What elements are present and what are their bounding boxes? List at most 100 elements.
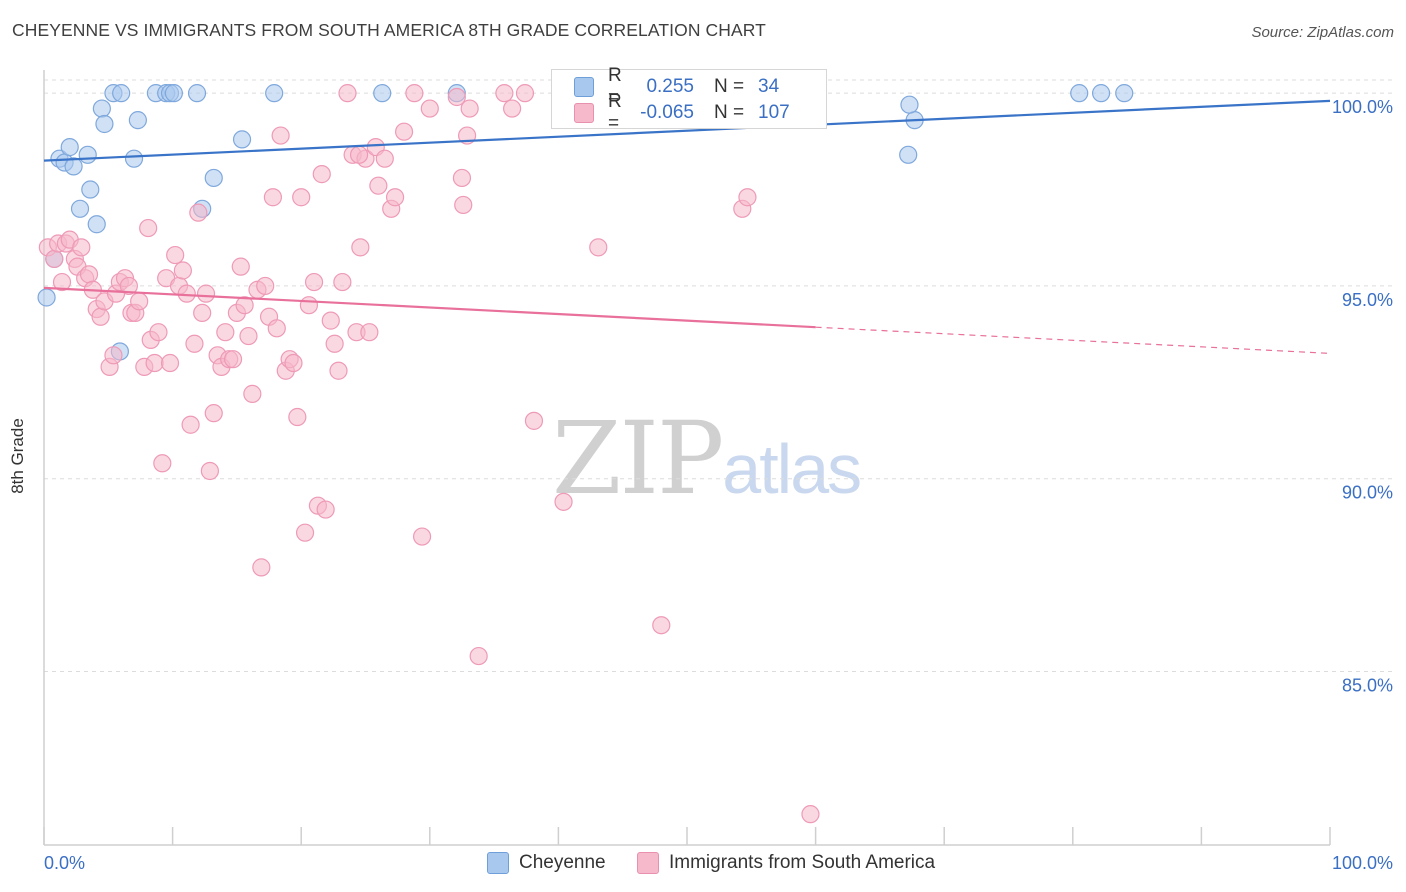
immigrants-point: [193, 303, 212, 323]
watermark-zip: ZIP: [552, 400, 724, 517]
immigrants-point: [288, 407, 307, 427]
cheyenne-point: [373, 84, 392, 103]
r-label: R =: [608, 65, 622, 108]
immigrants-point: [801, 805, 820, 824]
immigrants-point: [524, 411, 544, 430]
immigrants-point: [104, 346, 123, 365]
cheyenne-point: [64, 157, 83, 176]
cheyenne-point: [204, 168, 223, 188]
n-label: N =: [714, 102, 745, 123]
immigrants-point: [72, 238, 91, 257]
n-value: 107: [758, 102, 790, 123]
legend-label-cheyenne: Cheyenne: [519, 852, 606, 873]
immigrants-point: [271, 126, 290, 145]
immigrants-point: [185, 334, 204, 353]
cheyenne-point: [70, 199, 90, 218]
immigrants-point: [351, 238, 370, 257]
cheyenne-point: [232, 130, 252, 149]
cheyenne-point: [124, 149, 144, 168]
immigrants-point: [160, 353, 180, 373]
immigrants-point: [145, 353, 164, 373]
immigrants-point: [375, 149, 394, 168]
immigrants-point: [405, 84, 424, 103]
n-label: N =: [714, 76, 745, 97]
immigrants-point: [321, 311, 340, 330]
immigrants-point: [738, 188, 757, 207]
immigrants-point: [45, 249, 64, 269]
immigrants-point: [149, 323, 168, 342]
r-value: 0.255: [646, 76, 694, 97]
trend-line-dashed-1: [815, 326, 1331, 354]
cheyenne-point: [87, 215, 106, 234]
immigrants-point: [292, 188, 311, 207]
immigrants-point: [200, 461, 219, 481]
source-label: Source: ZipAtlas.com: [1251, 24, 1394, 41]
immigrants-swatch: [574, 103, 594, 123]
cheyenne-point: [128, 111, 147, 130]
immigrants-point: [252, 558, 271, 577]
immigrants-point: [503, 99, 522, 118]
immigrants-point: [267, 319, 286, 338]
y-tick-label: 85.0%: [1342, 675, 1393, 695]
immigrants-point: [173, 261, 192, 280]
stats-legend: R = 0.255 N = 34 R = -0.065 N = 107: [551, 65, 827, 134]
y-tick-label: 90.0%: [1342, 483, 1393, 503]
immigrants-point: [204, 404, 223, 423]
cheyenne-legend-swatch: [487, 852, 509, 874]
immigrants-point: [299, 296, 319, 315]
chart-title: CHEYENNE VS IMMIGRANTS FROM SOUTH AMERIC…: [12, 20, 766, 40]
immigrants-point: [239, 326, 258, 346]
cheyenne-point: [1070, 84, 1089, 103]
cheyenne-point: [899, 145, 918, 164]
immigrants-point: [189, 203, 208, 222]
immigrants-point: [243, 384, 262, 403]
cheyenne-point: [78, 145, 97, 164]
immigrants-point: [515, 84, 535, 103]
immigrants-point: [312, 165, 331, 184]
immigrants-legend-swatch: [637, 852, 659, 874]
immigrants-point: [91, 307, 110, 326]
immigrants-point: [452, 168, 472, 188]
immigrants-point: [338, 84, 357, 103]
cheyenne-point: [60, 138, 79, 157]
legend-item-immigrants[interactable]: Immigrants from South America: [637, 852, 935, 874]
cheyenne-point: [1115, 84, 1134, 103]
immigrants-point: [295, 523, 315, 542]
immigrants-point: [652, 616, 671, 635]
immigrants-point: [454, 195, 473, 215]
immigrants-point: [216, 323, 235, 342]
immigrants-point: [196, 284, 216, 303]
immigrants-point: [469, 646, 488, 666]
immigrants-point: [177, 284, 196, 303]
r-value: -0.065: [640, 102, 694, 123]
immigrants-point: [325, 334, 344, 353]
immigrants-point: [394, 122, 414, 141]
immigrants-point: [333, 272, 352, 292]
immigrants-point: [369, 176, 388, 195]
immigrants-point: [329, 361, 348, 380]
immigrants-point: [231, 257, 250, 276]
cheyenne-point: [92, 99, 111, 118]
y-axis-title: 8th Grade: [8, 418, 27, 494]
immigrants-point: [139, 218, 158, 238]
immigrants-point: [223, 350, 243, 369]
immigrants-point: [420, 99, 439, 118]
r-label: R =: [608, 91, 622, 134]
trend-line-1: [43, 286, 816, 329]
immigrants-point: [263, 188, 283, 207]
cheyenne-point: [265, 84, 284, 103]
x-tick-label: 100.0%: [1332, 853, 1393, 873]
series-legend: Cheyenne Immigrants from South America: [0, 852, 1406, 878]
cheyenne-point: [164, 84, 183, 103]
immigrants-point: [589, 238, 608, 257]
immigrants-point: [360, 323, 379, 342]
immigrants-point: [460, 99, 479, 118]
legend-item-cheyenne[interactable]: Cheyenne: [487, 852, 606, 874]
immigrants-point: [130, 292, 149, 311]
cheyenne-point: [900, 95, 919, 114]
immigrants-point: [385, 188, 405, 207]
trend-line-0: [43, 99, 1331, 162]
immigrants-point: [316, 500, 335, 519]
cheyenne-point: [37, 288, 56, 307]
immigrants-point: [79, 265, 99, 284]
